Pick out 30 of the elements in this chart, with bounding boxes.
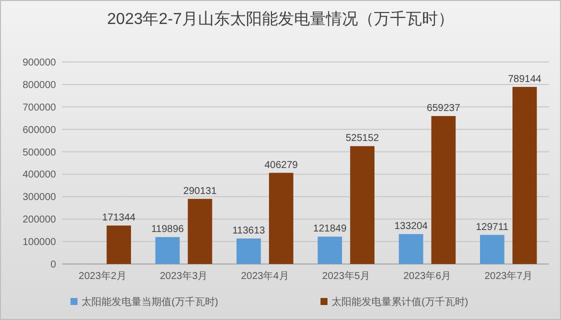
legend-label: 太阳能发电量当期值(万千瓦时): [82, 296, 218, 308]
data-label: 129711: [476, 222, 509, 233]
y-tick-label: 600000: [22, 124, 56, 136]
x-tick-label: 2023年5月: [322, 270, 370, 282]
x-tick-label: 2023年6月: [403, 270, 452, 282]
data-label: 171344: [102, 212, 136, 224]
y-tick-label: 900000: [22, 58, 56, 68]
y-tick-label: 200000: [22, 214, 56, 226]
x-tick-label: 2023年2月: [78, 270, 126, 282]
data-label: 406279: [264, 160, 298, 171]
y-tick-label: 400000: [22, 170, 56, 181]
y-tick-label: 700000: [22, 102, 56, 114]
data-label: 121849: [313, 224, 347, 235]
y-tick-label: 0: [50, 260, 56, 270]
data-label: 133204: [394, 221, 428, 232]
data-label: 525152: [346, 133, 380, 144]
y-tick-label: 800000: [22, 80, 56, 91]
data-label: 789144: [508, 74, 542, 85]
legend-label: 太阳能发电量累计值(万千瓦时): [332, 296, 468, 308]
x-tick-label: 2023年4月: [241, 270, 289, 282]
data-label: 113613: [232, 226, 266, 236]
chart-title: 2023年2-7月山东太阳能发电量情况（万千瓦时）: [107, 10, 454, 28]
x-tick-label: 2023年3月: [160, 270, 208, 282]
x-tick-label: 2023年7月: [484, 270, 532, 282]
y-tick-label: 100000: [22, 237, 56, 248]
y-tick-label: 500000: [22, 147, 56, 158]
data-label: 659237: [426, 103, 461, 114]
data-label: 119896: [151, 224, 184, 236]
y-tick-label: 300000: [22, 192, 56, 204]
data-label: 290131: [183, 186, 218, 197]
